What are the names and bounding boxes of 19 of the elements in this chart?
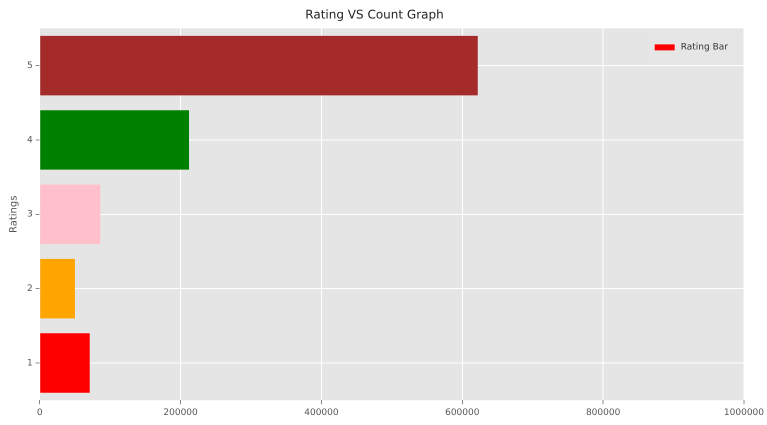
bar [40,36,478,96]
y-tick-label: 2 [26,284,33,294]
bar [40,258,75,318]
bar [40,110,190,170]
x-tick-label: 600000 [445,408,480,418]
x-tick-label: 800000 [586,408,621,418]
x-tick-label: 200000 [163,408,198,418]
x-tick-label: 1000000 [724,408,764,418]
y-axis-title: Ratings [8,196,20,234]
chart-title: Rating VS Count Graph [305,7,444,22]
x-tick-label: 400000 [304,408,339,418]
y-tick-label: 4 [26,135,33,146]
y-tick-label: 1 [26,358,33,368]
bar [40,184,100,244]
x-tick-label: 0 [36,408,43,418]
y-tick-label: 5 [26,60,33,71]
y-tick-label: 3 [26,210,33,220]
legend-label: Rating Bar [680,42,728,53]
bar [40,333,90,393]
